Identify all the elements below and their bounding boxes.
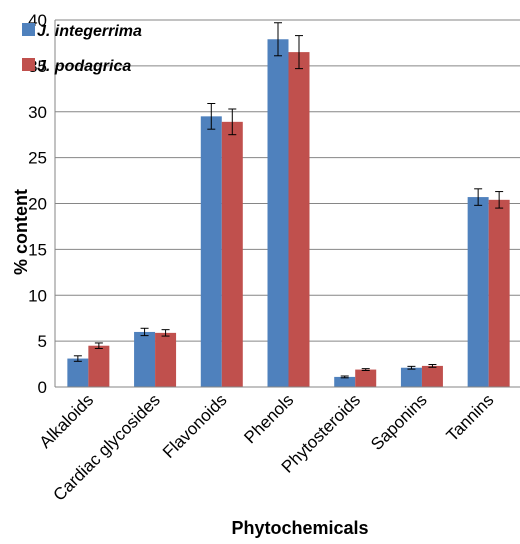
y-axis-title: % content bbox=[11, 189, 31, 275]
bar-j-integerrima-phenols bbox=[267, 39, 289, 388]
legend: J. integerrima J. podagrica bbox=[22, 23, 142, 75]
bar-j-podagrica-phytosteroids bbox=[355, 369, 377, 387]
y-tick-label: 15 bbox=[28, 240, 47, 259]
error-bar-j-podagrica-cardiac-glycosides bbox=[161, 329, 170, 337]
x-tick-label: Saponins bbox=[367, 390, 431, 454]
error-bar-j-integerrima-alkaloids bbox=[73, 355, 82, 362]
error-bar-j-integerrima-saponins bbox=[407, 365, 416, 370]
error-bar-j-podagrica-tannins bbox=[495, 191, 504, 209]
error-bar-j-podagrica-flavonoids bbox=[228, 108, 237, 136]
error-bar-j-integerrima-flavonoids bbox=[207, 102, 216, 130]
bar-j-podagrica-tannins bbox=[488, 199, 510, 387]
bar-j-integerrima-flavonoids bbox=[200, 116, 222, 388]
error-bar-j-podagrica-saponins bbox=[428, 364, 437, 368]
error-bar-j-integerrima-tannins bbox=[474, 188, 483, 206]
bar-j-podagrica-phenols bbox=[288, 52, 310, 388]
y-tick-label: 10 bbox=[28, 286, 47, 305]
bar-j-podagrica-flavonoids bbox=[221, 121, 243, 387]
bar-j-integerrima-alkaloids bbox=[67, 358, 89, 387]
legend-swatch-j-integerrima bbox=[22, 23, 35, 36]
error-bar-j-integerrima-cardiac-glycosides bbox=[140, 327, 149, 337]
y-tick-label: 25 bbox=[28, 149, 47, 168]
error-bar-j-integerrima-phenols bbox=[274, 22, 282, 57]
axes bbox=[54, 20, 520, 388]
x-tick-label: Flavonoids bbox=[159, 390, 231, 462]
y-tick-label: 20 bbox=[28, 195, 47, 214]
legend-label-j-podagrica: J. podagrica bbox=[37, 58, 131, 75]
bar-j-integerrima-saponins bbox=[400, 367, 422, 387]
x-axis-title: Phytochemicals bbox=[231, 518, 368, 538]
bar-j-podagrica-cardiac-glycosides bbox=[155, 332, 177, 387]
bar-j-podagrica-saponins bbox=[421, 365, 443, 387]
y-tick-label: 0 bbox=[38, 378, 47, 397]
bar-j-podagrica-alkaloids bbox=[88, 345, 110, 387]
error-bar-j-podagrica-phenols bbox=[295, 35, 303, 70]
legend-swatch-j-podagrica bbox=[22, 58, 35, 71]
error-bars bbox=[73, 22, 504, 379]
x-tick-label: Phenols bbox=[240, 390, 297, 447]
bar-j-integerrima-cardiac-glycosides bbox=[134, 331, 156, 387]
y-tick-label: 5 bbox=[38, 332, 47, 351]
error-bar-j-integerrima-phytosteroids bbox=[340, 375, 349, 379]
bars bbox=[67, 39, 510, 388]
x-tick-label: Tannins bbox=[443, 390, 498, 445]
legend-label-j-integerrima: J. integerrima bbox=[37, 23, 142, 40]
y-tick-label: 30 bbox=[28, 103, 47, 122]
bar-j-integerrima-phytosteroids bbox=[334, 376, 356, 387]
error-bar-j-podagrica-alkaloids bbox=[94, 342, 103, 349]
error-bar-j-podagrica-phytosteroids bbox=[361, 368, 370, 371]
x-tick-label: Alkaloids bbox=[36, 390, 98, 452]
bar-j-integerrima-tannins bbox=[467, 197, 489, 387]
